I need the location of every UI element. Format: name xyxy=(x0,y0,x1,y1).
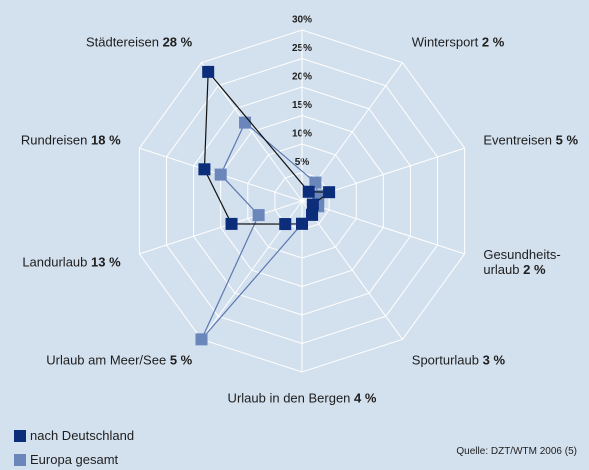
marker xyxy=(306,208,319,221)
marker xyxy=(279,218,292,231)
value-label: 2 % xyxy=(523,261,546,277)
legend-item: Europa gesamt xyxy=(14,452,118,467)
legend-label: Europa gesamt xyxy=(30,452,119,467)
axis-label: Gesundheits-urlaub 2 % xyxy=(483,247,573,277)
legend-item: nach Deutschland xyxy=(14,428,134,443)
marker xyxy=(225,217,238,230)
spoke xyxy=(139,200,303,255)
marker xyxy=(323,186,336,199)
source-note: Quelle: DZT/WTM 2006 (5) xyxy=(456,446,577,457)
marker xyxy=(195,333,208,346)
marker xyxy=(296,217,308,230)
legend-swatch xyxy=(14,453,26,466)
legend-swatch xyxy=(14,429,26,442)
series-line xyxy=(203,70,331,225)
marker xyxy=(239,116,252,129)
axis-label: Urlaub am Meer/See 5 % xyxy=(46,353,192,368)
category-name: Urlaub am Meer/See xyxy=(46,352,167,368)
value-label: 4 % xyxy=(354,390,377,406)
spoke xyxy=(301,200,465,255)
category-name: Wintersport xyxy=(411,34,479,50)
axis-label: Eventreisen 5 % xyxy=(483,133,578,148)
category-name: Rundreisen xyxy=(20,132,88,148)
marker xyxy=(214,168,227,181)
value-label: 2 % xyxy=(481,34,505,50)
value-label: 5 % xyxy=(555,132,579,148)
marker xyxy=(198,163,211,176)
marker xyxy=(309,176,322,189)
value-label: 3 % xyxy=(482,352,506,368)
value-label: 28 % xyxy=(162,34,193,50)
axis-label: Urlaub in den Bergen 4 % xyxy=(228,391,377,406)
legend-label: nach Deutschland xyxy=(30,428,135,443)
axis-label: Wintersport 2 % xyxy=(412,34,505,49)
y-tick-label: 30% xyxy=(292,15,312,26)
axis-label: Sporturlaub 3 % xyxy=(412,353,505,368)
marker xyxy=(306,198,319,211)
axis-label: Landurlaub 13 % xyxy=(22,254,120,269)
value-label: 18 % xyxy=(91,132,121,148)
axis-label: Rundreisen 18 % xyxy=(21,133,121,148)
category-name: Sporturlaub xyxy=(411,352,479,368)
spoke xyxy=(201,62,303,202)
value-label: 13 % xyxy=(91,254,121,270)
marker xyxy=(252,209,265,222)
category-name: Urlaub in den Bergen xyxy=(227,390,351,406)
marker xyxy=(202,65,215,78)
series-line xyxy=(200,121,319,340)
category-name: Eventreisen xyxy=(483,132,552,148)
category-name: Landurlaub xyxy=(22,254,88,270)
category-name: Städtereisen xyxy=(85,34,159,50)
spoke xyxy=(301,200,403,340)
category-name: Gesundheits-urlaub xyxy=(483,246,561,277)
marker xyxy=(302,185,315,198)
axis-label: Städtereisen 28 % xyxy=(86,34,192,49)
value-label: 5 % xyxy=(169,352,193,368)
